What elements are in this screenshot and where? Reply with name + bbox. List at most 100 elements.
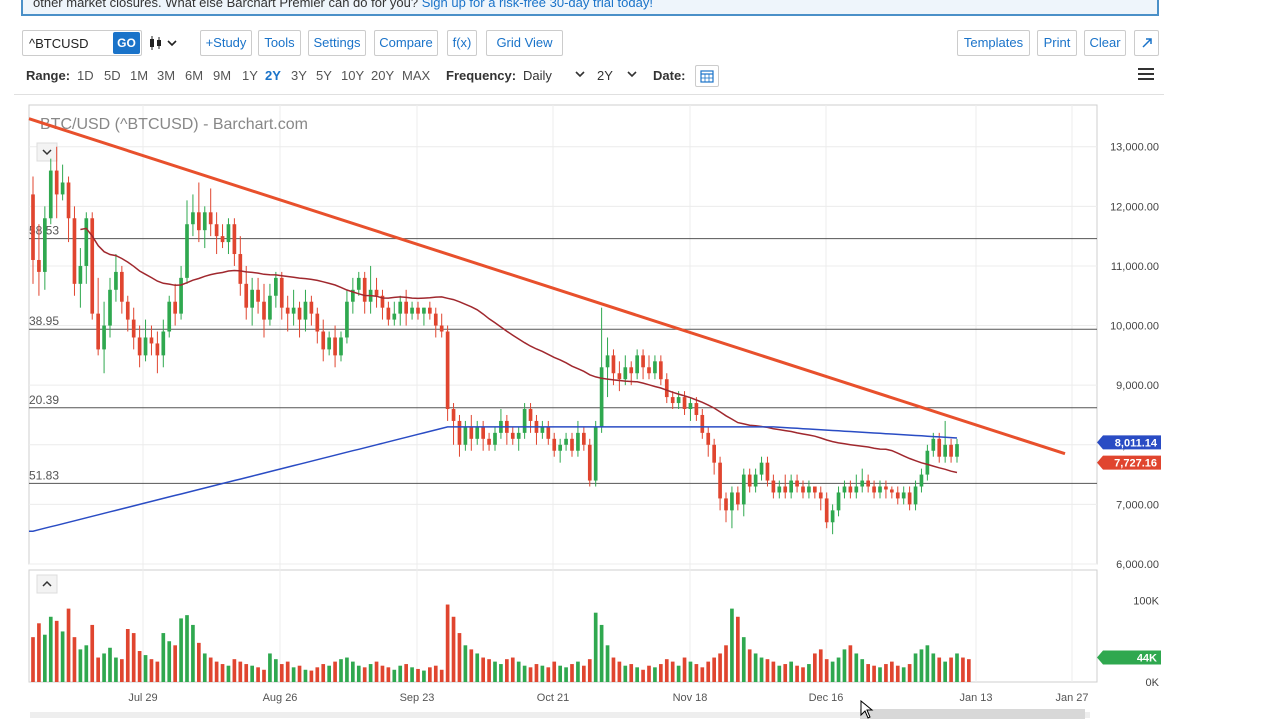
- promo-link[interactable]: Sign up for a risk-free 30-day trial tod…: [421, 0, 653, 10]
- candle-body: [475, 426, 480, 439]
- volume-bar: [250, 665, 254, 682]
- badge-text: 44K: [1137, 653, 1157, 665]
- range-1y[interactable]: 1Y: [242, 68, 258, 83]
- volume-bar: [599, 624, 604, 682]
- volume-bar: [670, 661, 675, 682]
- volume-bar: [208, 657, 213, 682]
- candle-body: [830, 510, 835, 523]
- templates-button[interactable]: Templates: [957, 30, 1030, 56]
- period-value: 2Y: [597, 68, 613, 83]
- candle-body: [469, 426, 474, 439]
- volume-bar: [410, 667, 414, 682]
- volume-tick-label: 0K: [1146, 677, 1160, 689]
- go-button[interactable]: GO: [113, 32, 140, 54]
- volume-bar: [907, 664, 912, 682]
- candle-body: [724, 498, 728, 511]
- volume-bar: [155, 661, 160, 682]
- volume-bar: [244, 664, 249, 682]
- volume-bar: [830, 661, 835, 682]
- frequency-select[interactable]: Daily: [523, 68, 586, 83]
- price-chart[interactable]: Jul 29 Aug 26 Sep 23 Oct 21 Nov 18 Dec 16 Jan …: [0, 95, 1170, 720]
- volume-bar: [955, 653, 959, 682]
- range-3y[interactable]: 3Y: [291, 68, 307, 83]
- y-tick-label: 12,000.00: [1110, 201, 1159, 213]
- volume-bar: [333, 661, 337, 682]
- range-6m[interactable]: 6M: [185, 68, 204, 83]
- volume-bar: [102, 653, 106, 682]
- grid-view-button[interactable]: Grid View: [486, 30, 563, 56]
- volume-bar: [570, 664, 574, 682]
- range-9m[interactable]: 9M: [213, 68, 232, 83]
- function-button[interactable]: f(x): [447, 30, 477, 56]
- volume-bar: [214, 661, 219, 682]
- x-tick-label: Jan 13: [959, 692, 992, 704]
- candle-body: [108, 289, 112, 326]
- candle-body: [901, 492, 906, 499]
- volume-bar: [380, 665, 385, 682]
- range-10y[interactable]: 10Y: [341, 68, 365, 83]
- compare-button[interactable]: Compare: [374, 30, 438, 56]
- volume-bar: [327, 665, 331, 682]
- chevron-up-icon: [42, 580, 52, 587]
- range-5y[interactable]: 5Y: [316, 68, 332, 83]
- toolbar-divider: [14, 94, 1164, 95]
- volume-bar: [398, 665, 403, 682]
- y-tick-label: 6,000.00: [1116, 559, 1159, 571]
- candle-body: [214, 224, 219, 237]
- volume-bar: [967, 659, 971, 682]
- add-study-button[interactable]: +Study: [200, 30, 252, 56]
- range-3m[interactable]: 3M: [157, 68, 176, 83]
- range-20y[interactable]: 20Y: [371, 68, 395, 83]
- volume-bar: [931, 653, 936, 682]
- candle-body: [262, 301, 266, 320]
- candle-body: [173, 301, 177, 314]
- volume-bar: [629, 664, 634, 682]
- volume-bar: [315, 667, 320, 682]
- candle-body: [392, 313, 397, 320]
- volume-bar: [635, 667, 639, 682]
- candle-body: [66, 182, 71, 219]
- candle-body: [866, 480, 870, 487]
- volume-collapse-toggle: [36, 574, 58, 594]
- candle-body: [576, 432, 580, 451]
- settings-button[interactable]: Settings: [308, 30, 366, 56]
- date-picker-button[interactable]: [695, 65, 719, 87]
- candle-body: [202, 212, 207, 231]
- candle-body: [587, 444, 592, 481]
- candle-body: [125, 301, 130, 320]
- range-1d[interactable]: 1D: [77, 68, 94, 83]
- range-1m[interactable]: 1M: [130, 68, 149, 83]
- candle-body: [285, 307, 290, 314]
- candle-body: [303, 301, 308, 320]
- volume-bar: [961, 657, 965, 682]
- candle-body: [949, 444, 953, 457]
- candle-body: [670, 397, 675, 404]
- menu-icon[interactable]: [1138, 68, 1154, 82]
- range-5d[interactable]: 5D: [104, 68, 121, 83]
- volume-bar: [268, 653, 272, 682]
- downtrend-line: [28, 117, 1066, 456]
- candle-body: [131, 319, 136, 338]
- print-button[interactable]: Print: [1037, 30, 1077, 56]
- volume-bar: [345, 657, 349, 682]
- volume-bar: [125, 629, 130, 682]
- range-max[interactable]: MAX: [402, 68, 431, 83]
- period-select[interactable]: 2Y: [597, 68, 638, 83]
- candle-body: [43, 218, 47, 272]
- candle-body: [789, 480, 793, 493]
- volume-bar: [617, 661, 622, 682]
- candle-body: [943, 444, 947, 457]
- chevron-down-icon: [167, 40, 177, 47]
- clear-button[interactable]: Clear: [1084, 30, 1126, 56]
- volume-bar: [777, 665, 782, 682]
- range-2y[interactable]: 2Y: [265, 68, 281, 83]
- volume-bar: [339, 659, 343, 682]
- volume-bar: [605, 645, 610, 682]
- candle-body: [274, 277, 278, 296]
- volume-bar: [451, 616, 456, 682]
- expand-button[interactable]: [1134, 30, 1159, 56]
- volume-bar: [824, 659, 829, 682]
- tools-button[interactable]: Tools: [258, 30, 301, 56]
- volume-bar: [238, 661, 243, 682]
- chart-type-select[interactable]: [146, 33, 184, 53]
